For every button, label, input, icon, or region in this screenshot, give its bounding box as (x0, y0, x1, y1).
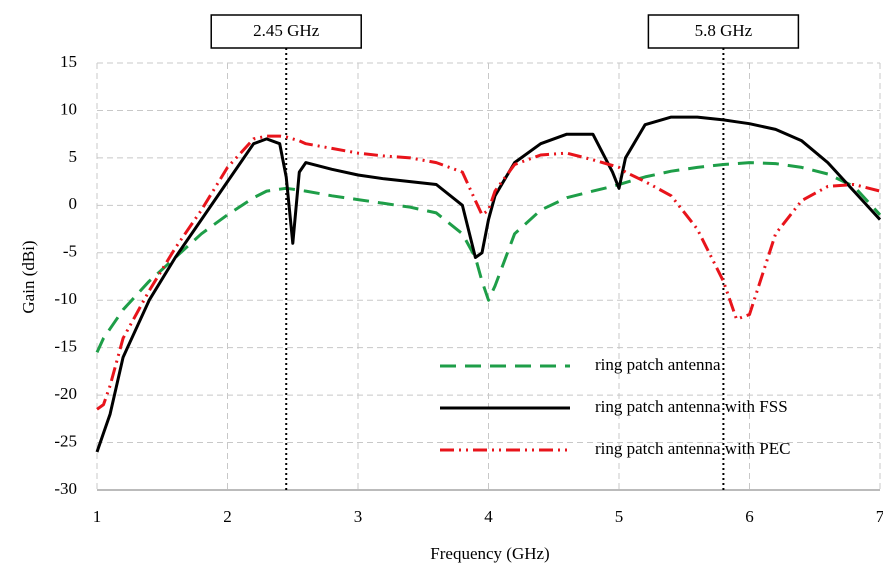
y-tick-label: -5 (63, 242, 77, 261)
legend-label: ring patch antenna with PEC (595, 439, 790, 458)
legend-label: ring patch antenna (595, 355, 721, 374)
y-axis-label: Gain (dBi) (19, 240, 38, 313)
x-tick-label: 2 (223, 507, 232, 526)
series-line (96, 134, 881, 411)
annotation-box (647, 14, 800, 49)
y-tick-label: 5 (69, 147, 78, 166)
x-axis-label: Frequency (GHz) (430, 544, 549, 563)
legend-label: ring patch antenna with FSS (595, 397, 788, 416)
series-line (95, 161, 882, 354)
x-tick-label: 3 (354, 507, 363, 526)
annotation-text: 2.45 GHz (253, 21, 320, 40)
y-tick-label: -20 (54, 384, 77, 403)
y-tick-label: -30 (54, 479, 77, 498)
y-tick-label: -10 (54, 289, 77, 308)
y-tick-label: 15 (60, 52, 77, 71)
series-line (95, 115, 882, 453)
y-tick-label: -25 (54, 431, 77, 450)
y-tick-label: 10 (60, 99, 77, 118)
annotation-text: 5.8 GHz (695, 21, 753, 40)
x-tick-label: 7 (876, 507, 883, 526)
x-tick-label: 1 (93, 507, 102, 526)
x-tick-label: 6 (745, 507, 754, 526)
x-tick-label: 4 (484, 507, 493, 526)
y-tick-label: 0 (69, 194, 78, 213)
y-tick-label: -15 (54, 337, 77, 356)
x-tick-label: 5 (615, 507, 624, 526)
annotation-box (210, 14, 362, 49)
